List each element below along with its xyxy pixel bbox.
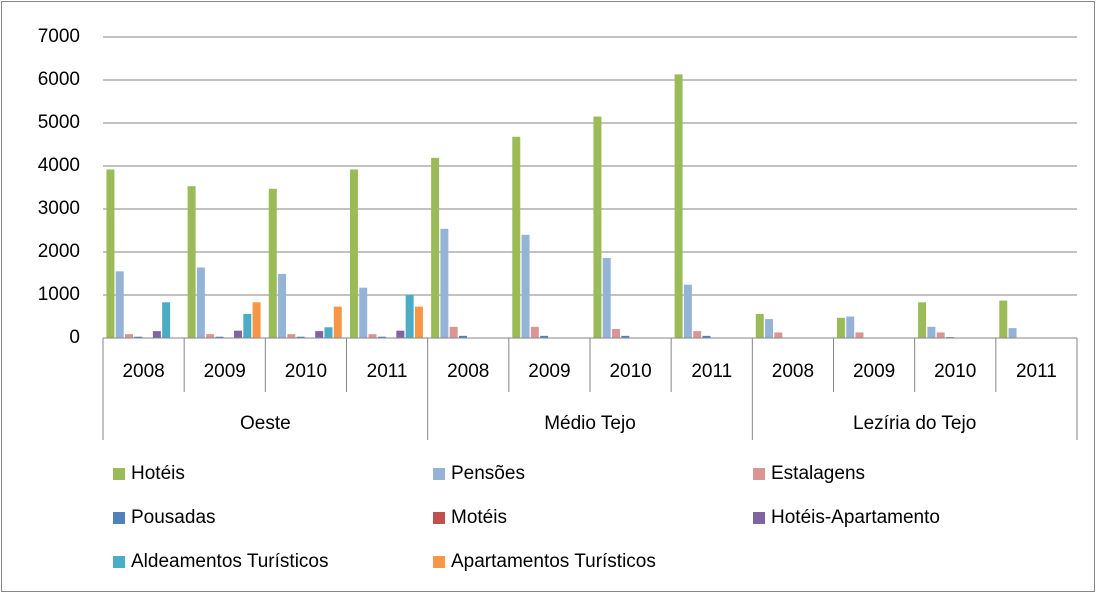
group-label: Médio Tejo: [544, 413, 636, 434]
legend-swatch: [753, 468, 765, 480]
y-tick-label: 1000: [38, 284, 80, 305]
bar: [621, 335, 630, 338]
legend-swatch: [753, 512, 765, 524]
bar: [215, 336, 224, 338]
bar: [458, 335, 467, 338]
bar: [252, 302, 261, 338]
x-tick-label: 2011: [691, 361, 732, 382]
x-tick-label: 2008: [447, 361, 489, 382]
legend-swatch: [113, 468, 125, 480]
legend-swatch: [433, 512, 445, 524]
legend-label: Estalagens: [771, 463, 865, 484]
bar: [125, 334, 134, 338]
bar: [315, 331, 324, 338]
bar: [440, 228, 449, 338]
x-tick-label: 2010: [609, 361, 651, 382]
bar: [999, 300, 1008, 338]
bar: [368, 334, 377, 338]
legend-label: Hotéis-Apartamento: [771, 507, 940, 528]
legend-swatch: [433, 556, 445, 568]
bar: [602, 258, 611, 338]
y-tick-label: 2000: [38, 241, 80, 262]
legend-swatch: [113, 512, 125, 524]
legend-swatch: [113, 556, 125, 568]
legend-label: Pousadas: [131, 507, 216, 528]
bar: [333, 306, 342, 338]
x-tick-label: 2008: [122, 361, 164, 382]
y-tick-label: 0: [69, 327, 80, 348]
bar: [540, 335, 549, 338]
bar: [187, 186, 196, 338]
bar: [936, 332, 945, 338]
bar: [530, 326, 539, 338]
bar: [296, 336, 305, 338]
bar: [927, 326, 936, 338]
bar: [287, 334, 296, 338]
bar: [243, 313, 252, 338]
legend-label: Hotéis: [131, 463, 185, 484]
bar: [693, 331, 702, 338]
bar: [134, 336, 143, 338]
x-tick-label: 2009: [204, 361, 246, 382]
bar: [846, 316, 855, 338]
bar: [683, 284, 692, 338]
bar: [918, 302, 927, 338]
bar: [324, 327, 333, 338]
bar: [755, 313, 764, 338]
bar: [349, 169, 358, 338]
legend-label: Pensões: [451, 463, 525, 484]
bar: [521, 234, 530, 338]
bar: [405, 295, 414, 338]
bar: [431, 157, 440, 338]
x-tick-label: 2010: [285, 361, 327, 382]
y-tick-label: 6000: [38, 69, 80, 90]
bar: [774, 332, 783, 338]
group-label: Lezíria do Tejo: [853, 413, 976, 434]
bar: [414, 306, 423, 338]
bar: [449, 326, 458, 338]
bar: [702, 335, 711, 338]
legend-swatch: [433, 468, 445, 480]
y-tick-label: 5000: [38, 112, 80, 133]
y-tick-label: 4000: [38, 155, 80, 176]
bar: [196, 267, 205, 338]
bar: [152, 331, 161, 338]
x-tick-label: 2010: [934, 361, 976, 382]
x-tick-label: 2009: [853, 361, 895, 382]
bar: [593, 116, 602, 338]
legend-label: Aldeamentos Turísticos: [131, 551, 328, 572]
bar: [234, 330, 243, 338]
bar: [836, 317, 845, 338]
bar: [396, 330, 405, 338]
y-tick-label: 7000: [38, 26, 80, 47]
bar: [115, 271, 124, 338]
x-tick-label: 2011: [367, 361, 408, 382]
bar: [359, 287, 368, 338]
bar: [206, 334, 215, 338]
x-tick-label: 2009: [528, 361, 570, 382]
x-tick-label: 2008: [772, 361, 814, 382]
bar: [106, 169, 115, 338]
bar: [765, 319, 774, 338]
bar: [377, 336, 386, 338]
legend-label: Motéis: [451, 507, 507, 528]
bar: [268, 188, 277, 338]
bar: [855, 332, 864, 338]
y-tick-label: 3000: [38, 198, 80, 219]
bar: [612, 328, 621, 338]
bar: [278, 273, 287, 338]
group-label: Oeste: [240, 413, 291, 434]
bar: [1008, 328, 1017, 338]
bar: [512, 136, 521, 338]
bar: [162, 302, 171, 338]
legend-label: Apartamentos Turísticos: [451, 551, 656, 572]
x-tick-label: 2011: [1016, 361, 1057, 382]
bar: [674, 74, 683, 338]
